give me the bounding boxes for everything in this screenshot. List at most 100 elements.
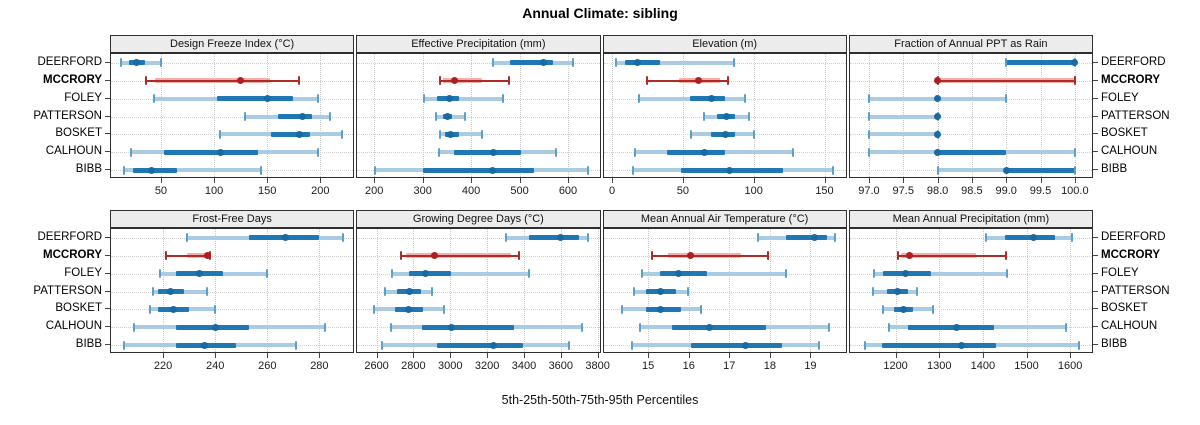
vertical-gridline — [560, 229, 562, 352]
horizontal-gridline — [849, 237, 1092, 239]
site-label-left: CALHOUN — [45, 320, 102, 333]
axis-tick — [1070, 353, 1072, 358]
median-dot — [723, 113, 731, 120]
median-dot — [934, 148, 942, 156]
axis-tick-label: 3400 — [511, 360, 537, 372]
axis-tick — [903, 178, 905, 183]
range-line — [652, 254, 768, 257]
panel-body — [602, 228, 847, 353]
site-label-right: DEERFORD — [1101, 55, 1166, 68]
category-tick — [1093, 151, 1098, 153]
category-tick — [105, 151, 110, 153]
whisker-cap — [827, 322, 830, 332]
panel-body — [848, 53, 1093, 178]
vertical-gridline — [982, 229, 984, 352]
iqr-band — [422, 324, 514, 330]
axis-tick-label: 2600 — [364, 360, 389, 372]
horizontal-gridline — [111, 116, 354, 118]
axis-tick — [895, 353, 897, 358]
median-dot — [934, 95, 942, 103]
horizontal-gridline — [603, 309, 846, 311]
axis-tick-label: 300 — [413, 185, 432, 197]
panel-strip: Mean Annual Precipitation (mm) — [848, 210, 1093, 228]
median-dot — [1002, 166, 1010, 174]
axis-tick — [1026, 353, 1028, 358]
category-tick — [105, 236, 110, 238]
median-dot — [298, 113, 306, 120]
median-dot — [447, 130, 455, 138]
panel-strip: Mean Annual Air Temperature (°C) — [602, 210, 847, 228]
axis-tick — [214, 178, 216, 183]
range-band — [440, 132, 483, 137]
median-dot — [906, 252, 914, 260]
whisker-cap — [646, 76, 649, 86]
whisker-cap — [632, 287, 635, 296]
axis-tick-label: 240 — [206, 360, 225, 372]
iqr-band — [689, 96, 726, 102]
site-label-right: PATTERSON — [1101, 284, 1170, 297]
whisker-cap — [867, 129, 870, 139]
median-dot — [721, 130, 729, 138]
median-dot — [237, 77, 245, 85]
iqr-band — [660, 271, 707, 277]
panel-strip: Frost-Free Days — [110, 210, 355, 228]
whisker-cap — [442, 304, 445, 314]
axis-tick — [160, 178, 162, 183]
axis-tick-label: 3200 — [474, 360, 500, 372]
whisker-cap — [651, 251, 654, 261]
category-tick — [1093, 254, 1098, 256]
median-dot — [448, 323, 456, 331]
category-tick — [1093, 236, 1098, 238]
whisker-cap — [896, 251, 899, 261]
vertical-gridline — [612, 54, 613, 177]
whisker-cap — [867, 94, 870, 104]
iqr-band — [436, 342, 524, 348]
whisker-cap — [507, 76, 510, 86]
whisker-cap — [567, 340, 570, 350]
whisker-cap — [122, 165, 125, 175]
median-dot — [953, 323, 961, 331]
axis-tick-label: 1200 — [883, 360, 908, 372]
whisker-cap — [744, 94, 747, 104]
range-line — [897, 254, 1006, 257]
axis-tick — [560, 353, 562, 358]
category-tick — [1093, 79, 1098, 81]
site-label-left: CALHOUN — [45, 145, 102, 158]
whisker-cap — [323, 322, 326, 332]
median-dot — [894, 288, 902, 295]
whisker-cap — [491, 58, 494, 68]
whisker-cap — [164, 251, 167, 261]
site-label-right: BOSKET — [1101, 127, 1148, 140]
whisker-cap — [641, 269, 644, 279]
horizontal-gridline — [357, 291, 600, 293]
site-label-right: BOSKET — [1101, 302, 1148, 315]
median-dot — [1029, 234, 1037, 242]
median-dot — [934, 113, 942, 120]
whisker-cap — [340, 129, 343, 139]
axis-tick-label: 0 — [608, 185, 616, 197]
site-label-right: MCCRORY — [1101, 73, 1160, 86]
axis-tick-label: 3000 — [438, 360, 463, 372]
vertical-gridline — [971, 54, 973, 177]
whisker-cap — [864, 340, 867, 350]
axis-tick — [215, 353, 217, 358]
median-dot — [557, 234, 565, 242]
axis-tick — [648, 353, 650, 358]
median-dot — [934, 130, 942, 138]
range-line — [146, 79, 300, 82]
horizontal-gridline — [111, 255, 354, 257]
median-dot — [934, 77, 942, 85]
vertical-gridline — [729, 229, 731, 352]
whisker-cap — [817, 340, 820, 350]
axis-tick-label: 1500 — [1014, 360, 1039, 372]
axis-tick — [682, 178, 684, 183]
category-tick — [105, 344, 110, 346]
median-dot — [489, 166, 497, 174]
category-tick — [1093, 326, 1098, 328]
whisker-cap — [317, 147, 320, 157]
range-band — [616, 60, 734, 65]
axis-tick — [422, 178, 424, 183]
panel-strip: Fraction of Annual PPT as Rain — [848, 35, 1093, 53]
axis-tick — [568, 178, 569, 183]
